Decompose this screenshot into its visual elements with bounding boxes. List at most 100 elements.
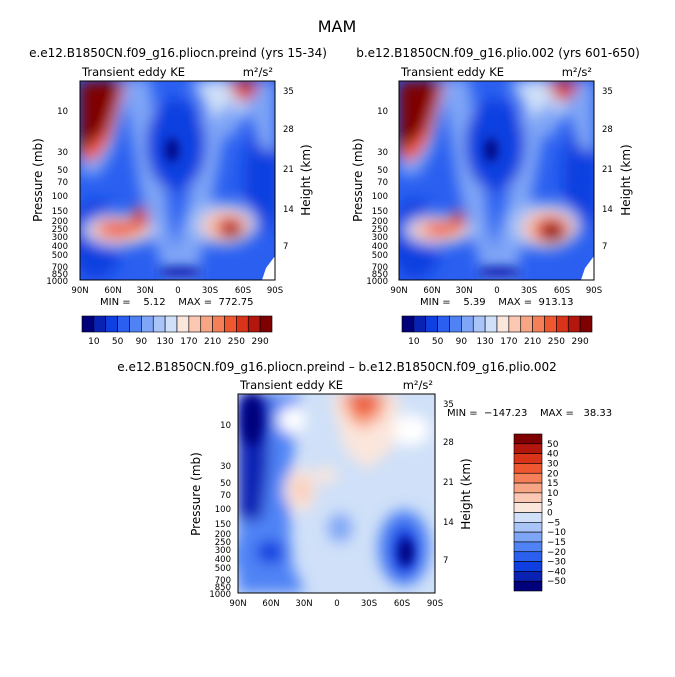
height-tick-label: 7 [443, 556, 448, 566]
colorbar-label: −40 [547, 567, 566, 577]
colorbar-label: 90 [456, 337, 468, 347]
colorbar-swatch [513, 472, 543, 484]
right-label: m²/s² [243, 65, 273, 79]
left-label: Transient eddy KE [400, 65, 504, 79]
y-tick-label: 70 [220, 491, 231, 501]
colorbar-swatch [513, 541, 543, 553]
colorbar-swatch [496, 315, 510, 333]
y-tick-label: 850 [52, 270, 68, 280]
colorbar-swatch [164, 315, 178, 333]
y-ticks: 10 30 50 70 100 150 200 250 300 400 500 … [366, 107, 388, 287]
x-tick-label: 30S [202, 286, 218, 296]
x-ticks: 90N 60N 30N 0 30S 60S 90S [229, 599, 443, 609]
y-axis-label: Pressure (mb) [189, 452, 203, 536]
right-label: m²/s² [562, 65, 592, 79]
x-tick-label: 30S [361, 599, 377, 609]
colorbar-label: 5 [547, 499, 553, 509]
y-axis-label: Pressure (mb) [351, 138, 365, 222]
x-tick-label: 90S [267, 286, 283, 296]
colorbar-swatch [413, 315, 427, 333]
y-tick-label: 200 [52, 217, 68, 227]
y-tick-label: 150 [372, 207, 388, 217]
colorbar-label: 50 [432, 337, 444, 347]
colorbar-label: 10 [547, 489, 559, 499]
panel-title: b.e12.B1850CN.f09_g16.plio.002 (yrs 601-… [356, 46, 640, 60]
x-tick-label: 30S [521, 286, 537, 296]
y-ticks-right: 35 28 21 14 7 [443, 400, 454, 566]
colorbar-label: −50 [547, 577, 566, 587]
y-tick-label: 250 [372, 225, 388, 235]
colorbar-label: 210 [524, 337, 541, 347]
colorbar-swatch [513, 502, 543, 513]
x-ticks: 90N 60N 30N 0 30S 60S 90S [71, 286, 283, 296]
colorbar-label: 290 [252, 337, 269, 347]
x-tick-label: 60S [394, 599, 410, 609]
colorbar-label: 15 [547, 479, 558, 489]
x-tick-label: 60S [554, 286, 570, 296]
y-tick-label: 10 [220, 421, 231, 431]
y-tick-label: 400 [372, 242, 388, 252]
panel-bottom: e.e12.B1850CN.f09_g16.pliocn.preind – b.… [117, 360, 612, 609]
colorbar-swatch [236, 315, 249, 333]
colorbar-label: 30 [547, 459, 559, 469]
y-tick-label: 200 [215, 530, 231, 540]
y-tick-label: 300 [52, 233, 68, 243]
x-tick-label: 30N [136, 286, 153, 296]
colorbar-swatch [544, 315, 557, 333]
colorbar-swatch [513, 522, 543, 533]
height-tick-label: 28 [602, 125, 613, 135]
colorbar-label: 130 [477, 337, 494, 347]
x-tick-label: 90S [586, 286, 602, 296]
x-tick-label: 90S [427, 599, 443, 609]
colorbar-swatch [212, 315, 225, 333]
y-tick-label: 400 [215, 555, 231, 565]
y-ticks: 10 30 50 70 100 150 200 250 300 400 500 … [209, 421, 231, 600]
y-tick-label: 10 [57, 107, 68, 117]
y-tick-label: 30 [220, 462, 231, 472]
y-tick-label: 500 [372, 251, 388, 261]
y-tick-label: 1000 [46, 277, 68, 287]
y-tick-label: 500 [215, 564, 231, 574]
height-tick-label: 28 [283, 125, 294, 135]
colorbar-swatch [513, 453, 543, 464]
colorbar-swatch [556, 315, 569, 333]
height-tick-label: 21 [443, 478, 454, 488]
contour-field [80, 81, 275, 280]
colorbar-swatch [567, 315, 581, 333]
y-tick-label: 150 [52, 207, 68, 217]
y-tick-label: 250 [52, 225, 68, 235]
colorbar-label: −30 [547, 558, 566, 568]
colorbar-label: 0 [547, 509, 553, 519]
colorbar-swatch [513, 443, 543, 454]
colorbar-label: 10 [88, 337, 100, 347]
x-tick-label: 0 [175, 286, 180, 296]
x-tick-label: 90N [71, 286, 88, 296]
height-tick-label: 7 [283, 242, 288, 252]
colorbar-swatch [93, 315, 107, 333]
colorbar-swatch [513, 571, 543, 582]
left-label: Transient eddy KE [81, 65, 185, 79]
y-tick-label: 30 [57, 148, 68, 158]
y-tick-label: 700 [372, 263, 388, 273]
colorbar-swatch [513, 512, 543, 523]
colorbar-swatch [425, 315, 438, 333]
x-tick-label: 30N [455, 286, 472, 296]
y-ticks-right: 35 28 21 14 7 [283, 87, 294, 252]
x-tick-label: 60N [262, 599, 279, 609]
y-tick-label: 70 [377, 178, 388, 188]
colorbar-swatch [508, 315, 522, 333]
y-tick-label: 100 [52, 192, 68, 202]
colorbar-swatch [532, 315, 545, 333]
x-tick-label: 60N [104, 286, 121, 296]
x-tick-label: 0 [494, 286, 499, 296]
y-tick-label: 850 [372, 270, 388, 280]
colorbar-swatch [513, 433, 543, 445]
colorbar-swatch [224, 315, 237, 333]
colorbar-swatch [437, 315, 450, 333]
min-max-stats: MIN = 5.12 MAX = 772.75 [100, 297, 254, 308]
min-max-stats: MIN = −147.23 MAX = 38.33 [447, 408, 612, 419]
y-tick-label: 700 [52, 263, 68, 273]
x-tick-label: 90N [229, 599, 246, 609]
colorbar-swatch [472, 315, 486, 333]
